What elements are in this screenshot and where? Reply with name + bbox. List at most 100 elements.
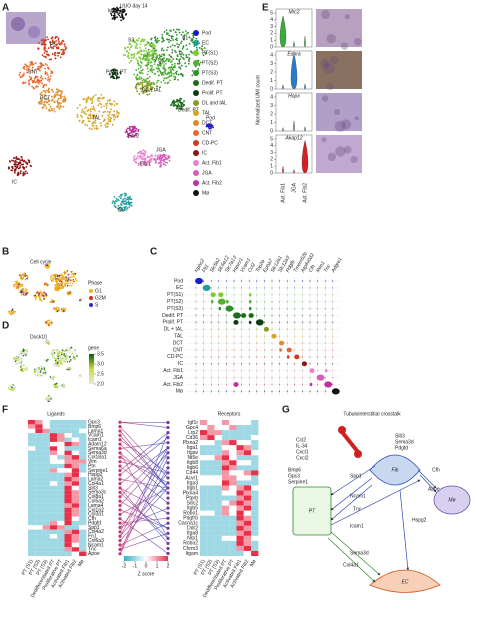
heat-cell xyxy=(35,547,43,552)
violin xyxy=(332,321,334,324)
umap-point xyxy=(27,80,30,83)
legend-label: Act. Fib2 xyxy=(202,180,222,186)
violin xyxy=(294,300,296,303)
violin xyxy=(324,349,326,351)
umap-point xyxy=(47,339,49,342)
umap-point xyxy=(62,308,65,310)
link xyxy=(119,447,169,497)
umap-point xyxy=(11,311,14,313)
umap-point xyxy=(182,103,185,106)
heat-cell xyxy=(207,450,215,456)
umap-point xyxy=(165,29,168,32)
umap-point xyxy=(11,159,13,162)
violin xyxy=(256,369,258,372)
umap-point xyxy=(182,37,185,40)
umap-point xyxy=(48,396,51,398)
umap-point xyxy=(178,59,180,61)
violin xyxy=(218,383,220,386)
umap-point xyxy=(175,37,178,40)
umap-point xyxy=(183,100,185,102)
violin xyxy=(264,335,265,338)
heat-cell xyxy=(71,481,80,486)
umap-point xyxy=(144,64,147,67)
umap-point xyxy=(91,108,94,110)
row-label: Sema3c xyxy=(88,490,107,496)
umap-point xyxy=(163,60,166,63)
heat-cell xyxy=(243,435,252,441)
umap-point xyxy=(49,105,52,108)
umap-point xyxy=(53,357,56,360)
umap-point xyxy=(26,71,29,74)
row-label: Act. Fib2 xyxy=(163,382,183,388)
heat-cell xyxy=(243,475,252,481)
umap-point xyxy=(185,44,188,47)
umap-point xyxy=(54,363,57,365)
umap-point xyxy=(126,127,129,130)
umap-point xyxy=(178,60,181,63)
row-label: Col6a3 xyxy=(88,538,104,544)
umap-point xyxy=(171,51,174,54)
umap-point xyxy=(44,44,46,47)
heat-cell xyxy=(79,468,87,473)
umap-point xyxy=(73,358,76,361)
heat-cell xyxy=(42,459,50,464)
umap-point xyxy=(114,206,117,209)
violin xyxy=(195,349,197,351)
umap-point xyxy=(65,276,67,278)
umap-point xyxy=(133,125,135,128)
umap-point xyxy=(58,52,60,55)
link xyxy=(119,426,169,479)
umap-point xyxy=(26,172,29,175)
umap-point xyxy=(154,59,157,62)
violin xyxy=(324,390,326,393)
umap-point xyxy=(148,82,150,85)
umap-point xyxy=(126,198,129,201)
umap-point xyxy=(125,201,128,204)
violin xyxy=(195,328,197,331)
umap-point xyxy=(162,79,165,82)
row-label: Gpc4 xyxy=(186,425,198,431)
umap-point xyxy=(158,54,161,56)
heat-cell xyxy=(229,530,237,536)
violin xyxy=(218,328,220,331)
umap-point xyxy=(142,158,145,160)
violin xyxy=(324,286,326,289)
heat-cell xyxy=(207,490,215,496)
legend-label: TAL xyxy=(202,110,211,116)
umap-point xyxy=(106,99,109,102)
umap-point xyxy=(50,58,53,61)
umap-point xyxy=(138,150,141,153)
umap-point xyxy=(162,163,165,166)
umap-point xyxy=(179,66,181,69)
micrograph xyxy=(344,14,350,20)
umap-point xyxy=(123,206,126,209)
umap-point xyxy=(129,204,132,206)
umap-point xyxy=(50,107,53,110)
umap-point xyxy=(16,163,19,166)
umap-point xyxy=(16,280,19,282)
cell-label: EC xyxy=(402,579,409,585)
umap-point xyxy=(188,43,191,45)
heat-cell xyxy=(64,441,72,447)
violin xyxy=(309,280,311,282)
umap-point xyxy=(44,98,47,100)
violin xyxy=(263,326,269,332)
umap-point xyxy=(47,90,50,92)
row-label: Bmp6 xyxy=(88,424,101,430)
umap-point xyxy=(128,48,131,51)
umap-point xyxy=(62,105,65,108)
heat-cell xyxy=(221,550,230,556)
umap-point xyxy=(51,39,54,42)
violin xyxy=(210,328,212,331)
heat-cell xyxy=(49,512,58,517)
heat-cell xyxy=(64,534,72,539)
violin xyxy=(195,293,197,296)
heat-cell xyxy=(221,485,230,491)
umap-point xyxy=(48,400,50,403)
umap-point xyxy=(64,359,67,361)
violin xyxy=(301,140,309,174)
umap-point xyxy=(62,50,65,52)
umap-point xyxy=(118,195,121,198)
heat-cell xyxy=(49,538,58,543)
umap-point xyxy=(21,82,24,85)
